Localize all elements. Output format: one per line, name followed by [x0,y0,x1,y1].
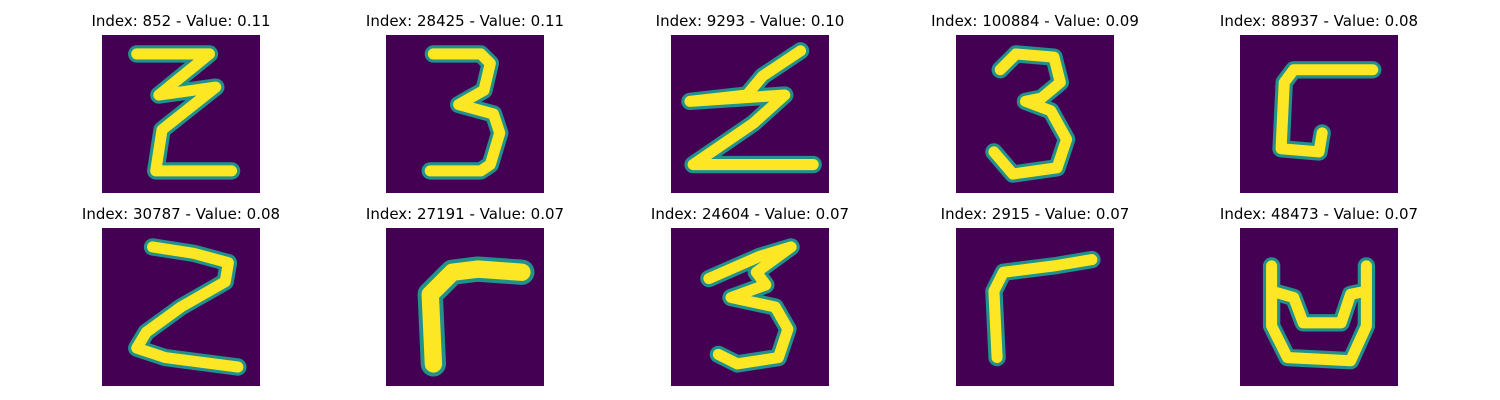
digit-image [956,35,1114,193]
digit-image [386,35,544,193]
image-panel: Index: 28425 - Value: 0.11 [355,12,575,202]
digit-image [1240,228,1398,386]
panel-title: Index: 28425 - Value: 0.11 [365,12,565,30]
panel-title: Index: 48473 - Value: 0.07 [1219,205,1419,223]
panel-title: Index: 9293 - Value: 0.10 [655,12,845,30]
image-panel: Index: 24604 - Value: 0.07 [640,205,860,395]
panel-title: Index: 852 - Value: 0.11 [91,12,271,30]
panel-title: Index: 100884 - Value: 0.09 [931,12,1139,30]
panel-title: Index: 24604 - Value: 0.07 [650,205,850,223]
image-panel: Index: 2915 - Value: 0.07 [925,205,1145,395]
digit-image [1240,35,1398,193]
panel-title: Index: 30787 - Value: 0.08 [81,205,281,223]
image-panel: Index: 9293 - Value: 0.10 [640,12,860,202]
digit-image [671,228,829,386]
digit-image [102,35,260,193]
digit-image [956,228,1114,386]
image-panel: Index: 852 - Value: 0.11 [71,12,291,202]
panel-title: Index: 2915 - Value: 0.07 [940,205,1130,223]
image-panel: Index: 27191 - Value: 0.07 [355,205,575,395]
image-panel: Index: 100884 - Value: 0.09 [925,12,1145,202]
image-panel: Index: 88937 - Value: 0.08 [1209,12,1429,202]
digit-image [386,228,544,386]
panel-title: Index: 88937 - Value: 0.08 [1219,12,1419,30]
image-panel: Index: 48473 - Value: 0.07 [1209,205,1429,395]
digit-image [102,228,260,386]
image-panel: Index: 30787 - Value: 0.08 [71,205,291,395]
panel-title: Index: 27191 - Value: 0.07 [365,205,565,223]
digit-image [671,35,829,193]
